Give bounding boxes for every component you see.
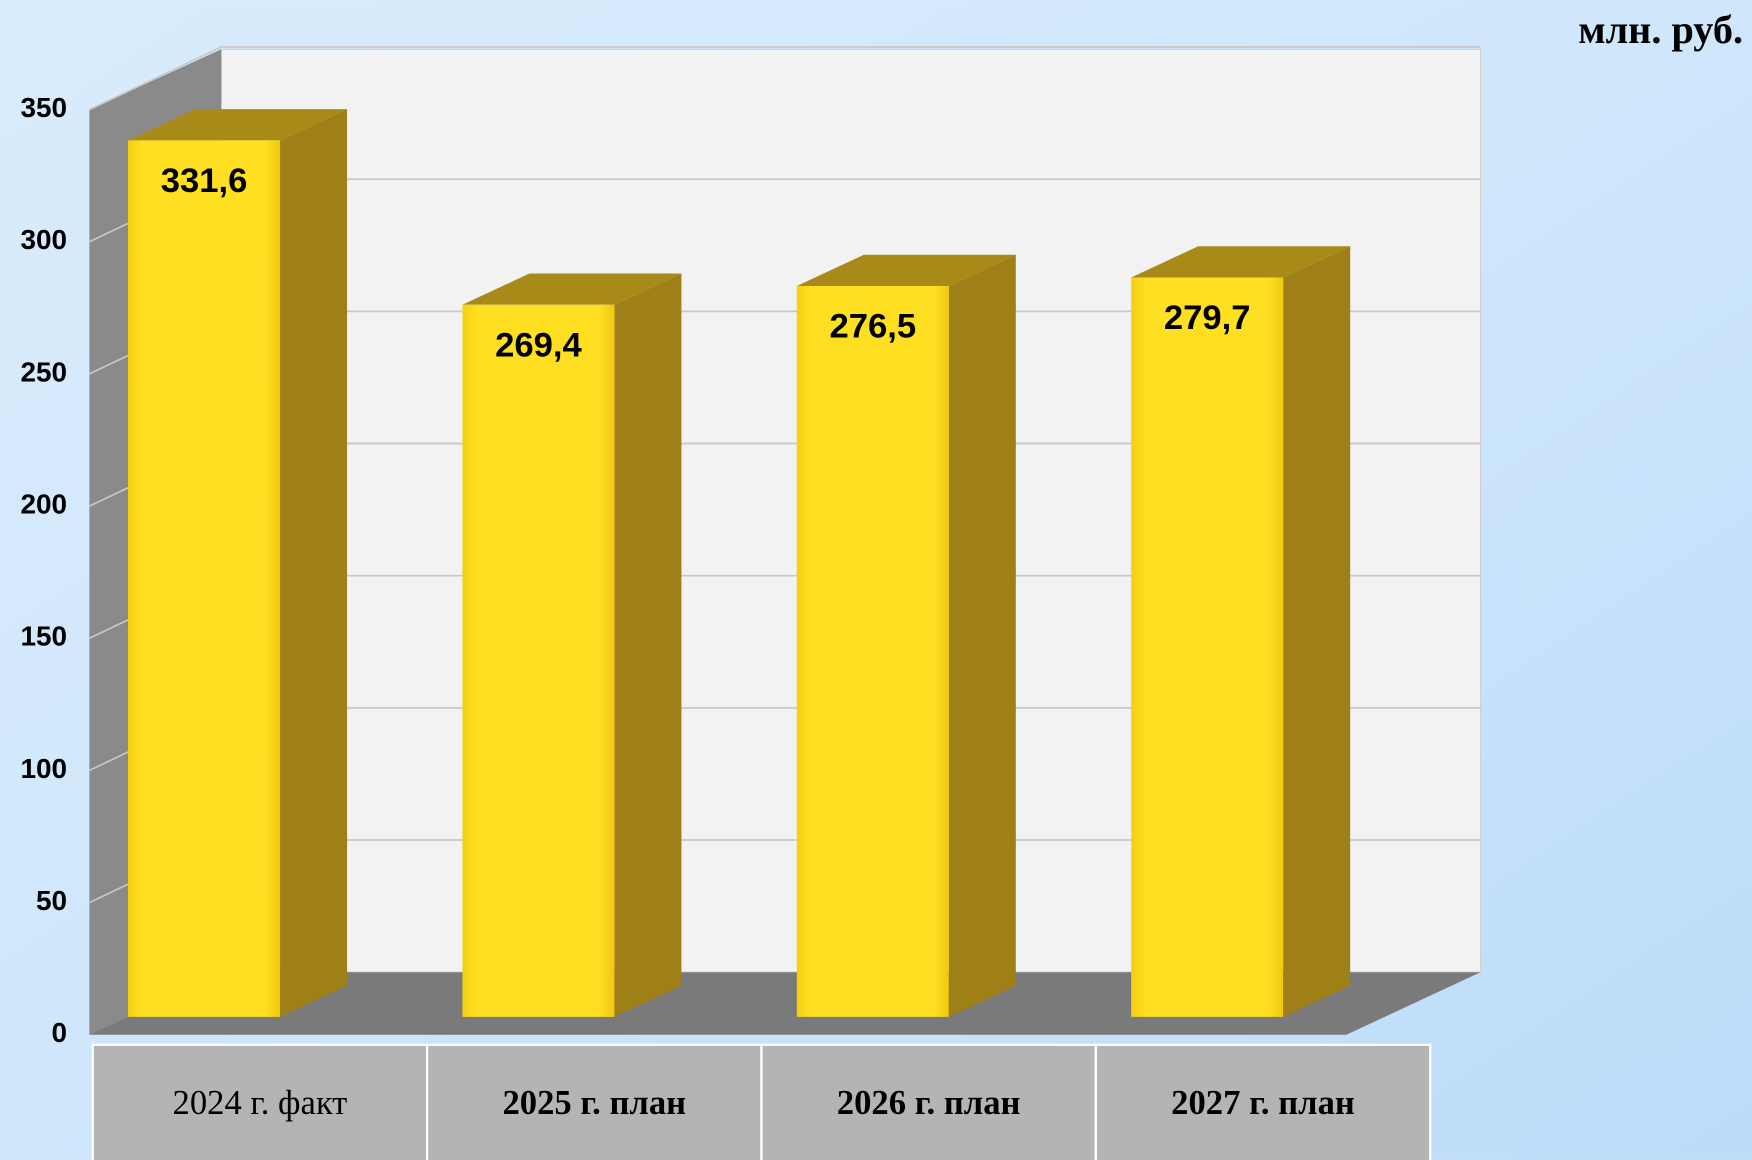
category-cell [91, 1043, 429, 1160]
x-tick-label: 2024 г. факт [173, 1084, 348, 1122]
bar [128, 109, 348, 1017]
y-tick-label: 300 [20, 224, 67, 255]
bar-top [796, 254, 1016, 287]
category-cell [425, 1043, 763, 1160]
bar-side [948, 254, 1016, 1017]
category-cell [760, 1043, 1097, 1160]
y-tick-label: 350 [20, 92, 67, 123]
value-label: 279,7 [1164, 299, 1251, 337]
bar-top [1131, 246, 1351, 278]
bar-front [1131, 277, 1284, 1017]
grid-line [89, 46, 1481, 111]
y-tick-label: 150 [20, 621, 67, 652]
bar-side [280, 109, 348, 1017]
bar-front [796, 286, 949, 1017]
x-tick-label: 2027 г. план [1171, 1084, 1355, 1122]
x-tick-label: 2026 г. план [837, 1084, 1021, 1122]
value-label: 269,4 [495, 326, 582, 364]
category-cell [1094, 1043, 1432, 1160]
bar-top [128, 109, 348, 141]
y-tick-label: 250 [20, 356, 67, 387]
y-tick-label: 0 [52, 1017, 68, 1048]
unit-label: млн. руб. [1578, 7, 1743, 52]
x-tick-label: 2025 г. план [502, 1084, 686, 1122]
y-tick-label: 100 [20, 753, 67, 784]
value-label: 276,5 [829, 308, 916, 346]
bar [796, 254, 1016, 1017]
value-label: 331,6 [161, 162, 248, 200]
y-tick-label: 50 [36, 885, 67, 916]
bar [1131, 246, 1351, 1017]
bar-top [462, 273, 682, 305]
bar-front [128, 140, 281, 1017]
bar-side [1283, 246, 1351, 1017]
bar-side [614, 273, 682, 1017]
bar-front [462, 304, 615, 1017]
y-tick-label: 200 [20, 488, 67, 519]
bar [462, 273, 682, 1017]
